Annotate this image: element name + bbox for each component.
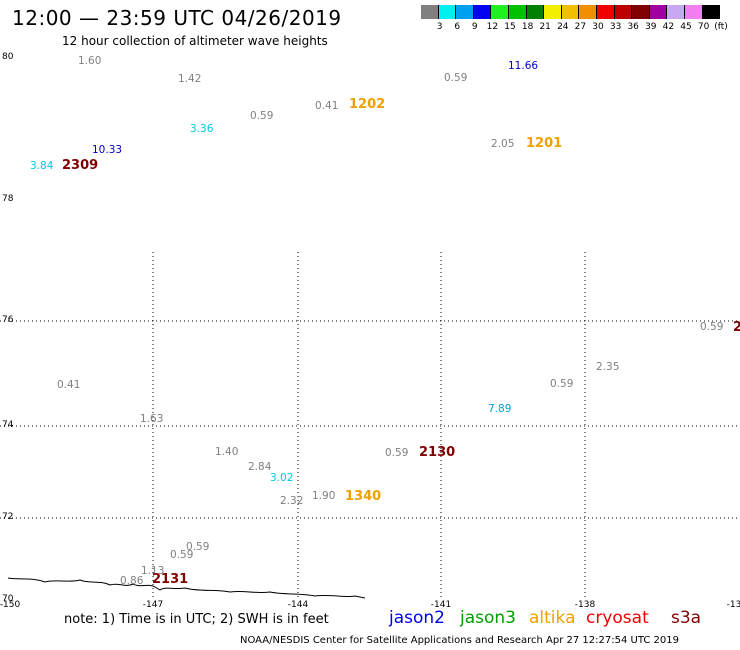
scale-label: 36 — [627, 22, 639, 32]
map-title: 12:00 — 23:59 UTC 04/26/2019 — [12, 6, 342, 30]
wave-height-value: 7.89 — [488, 403, 512, 415]
wave-height-value: 0.86 — [120, 575, 144, 587]
scale-label: 15 — [504, 22, 516, 32]
satellite-legend-item: jason3 — [460, 608, 516, 628]
pass-time-label: 2309 — [62, 158, 99, 173]
wave-height-value: 2.84 — [248, 461, 272, 473]
scale-label: 27 — [574, 22, 587, 32]
footnote: note: 1) Time is in UTC; 2) SWH is in fe… — [64, 612, 329, 627]
wave-height-value: 3.02 — [270, 472, 294, 484]
wave-height-value: 11.66 — [508, 60, 539, 72]
scale-swatch — [456, 5, 474, 19]
scale-label: 70 — [697, 22, 710, 32]
scale-swatch — [421, 5, 439, 19]
scale-label: 39 — [645, 22, 657, 32]
scale-label: 9 — [471, 22, 478, 32]
scale-swatch — [685, 5, 703, 19]
wave-height-value: 10.33 — [92, 144, 123, 156]
scale-swatch — [438, 5, 457, 19]
wave-height-value: 1.90 — [312, 490, 336, 502]
scale-swatch — [491, 5, 509, 19]
wave-height-value: 1.40 — [215, 446, 239, 458]
satellite-legend-item: cryosat — [586, 608, 649, 628]
wave-height-value: 1.42 — [178, 73, 202, 85]
wave-height-value: 2.32 — [280, 495, 304, 507]
pass-time-label: 1201 — [526, 136, 563, 151]
wave-height-value: 0.59 — [170, 549, 194, 561]
scale-label: 18 — [521, 22, 534, 32]
longitude-label: -144 — [287, 600, 309, 610]
scale-swatch — [702, 5, 721, 19]
latitude-label: 70 — [2, 594, 14, 604]
scale-swatch — [509, 5, 527, 19]
pass-time-label: 2131 — [152, 572, 189, 587]
longitude-label: -13 — [726, 600, 740, 610]
wave-height-value: 0.59 — [385, 447, 409, 459]
pass-time-label: 2130 — [419, 445, 456, 460]
pass-time-label: 1340 — [345, 489, 382, 504]
wave-height-value: 0.59 — [444, 72, 468, 84]
latitude-label: 80 — [2, 52, 14, 62]
wave-height-value: 1.60 — [78, 55, 102, 67]
scale-swatch — [544, 5, 562, 19]
satellite-legend-item: s3a — [671, 608, 702, 628]
scale-label: 45 — [680, 22, 692, 32]
pass-time-label: 1202 — [349, 97, 386, 112]
scale-swatch — [649, 5, 668, 19]
graticule-grid — [0, 252, 740, 600]
satellite-legend-item: altika — [529, 608, 576, 628]
scale-label: 24 — [557, 22, 569, 32]
scale-label: 30 — [592, 22, 604, 32]
pass-time-label: 2 — [733, 320, 740, 335]
satellite-legend-item: jason2 — [389, 608, 445, 628]
longitude-label: -138 — [574, 600, 596, 610]
longitude-label: -147 — [142, 600, 164, 610]
scale-label: 12 — [486, 22, 499, 32]
latitude-label: 78 — [2, 194, 14, 204]
wave-height-value: 1.13 — [141, 565, 165, 577]
longitude-label: -150 — [0, 600, 21, 610]
scale-swatch — [526, 5, 545, 19]
scale-swatch — [473, 5, 492, 19]
scale-swatch — [579, 5, 597, 19]
scale-label: 42 — [662, 22, 675, 32]
latitude-label: 72 — [2, 512, 14, 522]
scale-unit: (ft) — [714, 22, 728, 32]
wave-height-value: 3.36 — [190, 123, 214, 135]
scale-swatch — [667, 5, 685, 19]
scale-swatch — [597, 5, 615, 19]
wave-height-value: 0.59 — [250, 110, 274, 122]
wave-height-value: 0.59 — [186, 541, 210, 553]
scale-swatch — [561, 5, 580, 19]
wave-height-value: 0.59 — [700, 321, 724, 333]
credit-line: NOAA/NESDIS Center for Satellite Applica… — [240, 635, 679, 646]
scale-label: 21 — [539, 22, 551, 32]
wave-height-value: 0.59 — [550, 378, 574, 390]
coastline — [7, 577, 366, 599]
wave-height-value: 0.41 — [315, 100, 339, 112]
scale-label: 33 — [609, 22, 622, 32]
scale-label: 6 — [454, 22, 461, 32]
scale-label: 3 — [436, 22, 443, 32]
latitude-label: 74 — [2, 420, 14, 430]
longitude-label: -141 — [430, 600, 452, 610]
wave-height-value: 2.05 — [491, 138, 515, 150]
wave-height-value: 3.84 — [30, 160, 54, 172]
wave-height-value: 2.35 — [596, 361, 620, 373]
scale-swatch — [632, 5, 650, 19]
latitude-label: 76 — [2, 315, 14, 325]
scale-swatch — [614, 5, 633, 19]
wave-height-value: 1.63 — [140, 413, 164, 425]
map-subtitle: 12 hour collection of altimeter wave hei… — [62, 34, 328, 48]
wave-height-value: 0.41 — [57, 379, 81, 391]
